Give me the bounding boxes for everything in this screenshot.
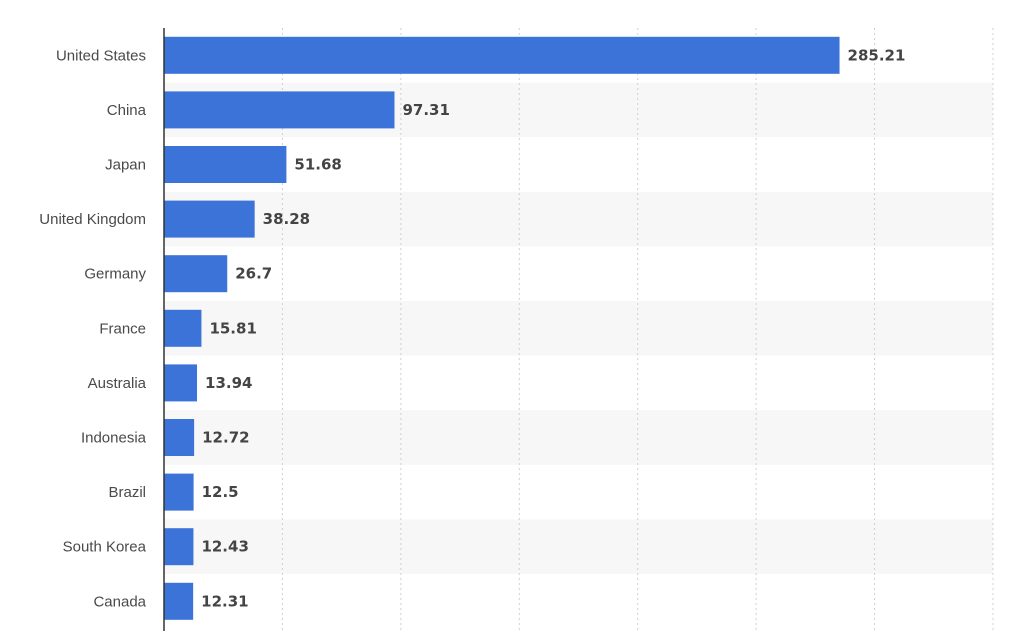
gridlines — [281, 28, 994, 631]
bar — [164, 200, 255, 238]
data-label: 13.94 — [205, 374, 252, 392]
row-stripe — [164, 191, 993, 247]
bar — [164, 473, 194, 511]
category-label: Japan — [105, 157, 146, 174]
bars — [164, 36, 840, 620]
data-label: 26.7 — [235, 265, 272, 283]
bar — [164, 419, 195, 456]
bar — [164, 255, 228, 293]
value-labels: 285.21 97.31 51.68 38.28 26.7 15.81 13.94 12.72… — [201, 46, 905, 610]
bar — [164, 364, 198, 402]
data-label: 12.72 — [202, 429, 249, 447]
bar — [164, 36, 840, 74]
bar — [164, 91, 395, 129]
data-label: 51.68 — [294, 156, 341, 174]
data-label: 97.31 — [402, 101, 449, 119]
bar — [164, 309, 202, 347]
category-label: United States — [56, 47, 146, 64]
data-label: 12.43 — [201, 538, 248, 556]
category-label: Indonesia — [81, 430, 147, 447]
bar — [164, 582, 194, 620]
category-label: United Kingdom — [39, 211, 146, 228]
category-label: Australia — [88, 375, 147, 392]
category-label: China — [107, 102, 147, 119]
data-label: 15.81 — [209, 319, 256, 337]
row-stripe — [164, 519, 993, 574]
category-label: Germany — [84, 266, 146, 283]
data-label: 12.31 — [201, 592, 248, 610]
row-stripe — [164, 410, 993, 465]
category-label: France — [99, 320, 146, 337]
bar — [164, 146, 287, 183]
category-label: Canada — [93, 593, 146, 610]
data-label: 38.28 — [263, 210, 310, 228]
row-stripe — [164, 301, 993, 356]
data-label: 285.21 — [848, 46, 906, 64]
row-stripes — [164, 82, 993, 574]
data-label: 12.5 — [202, 483, 239, 501]
category-label: Brazil — [108, 484, 146, 501]
category-labels: United States China Japan United Kingdom Ger… — [39, 47, 146, 610]
bar — [164, 528, 194, 566]
category-label: South Korea — [63, 539, 147, 556]
